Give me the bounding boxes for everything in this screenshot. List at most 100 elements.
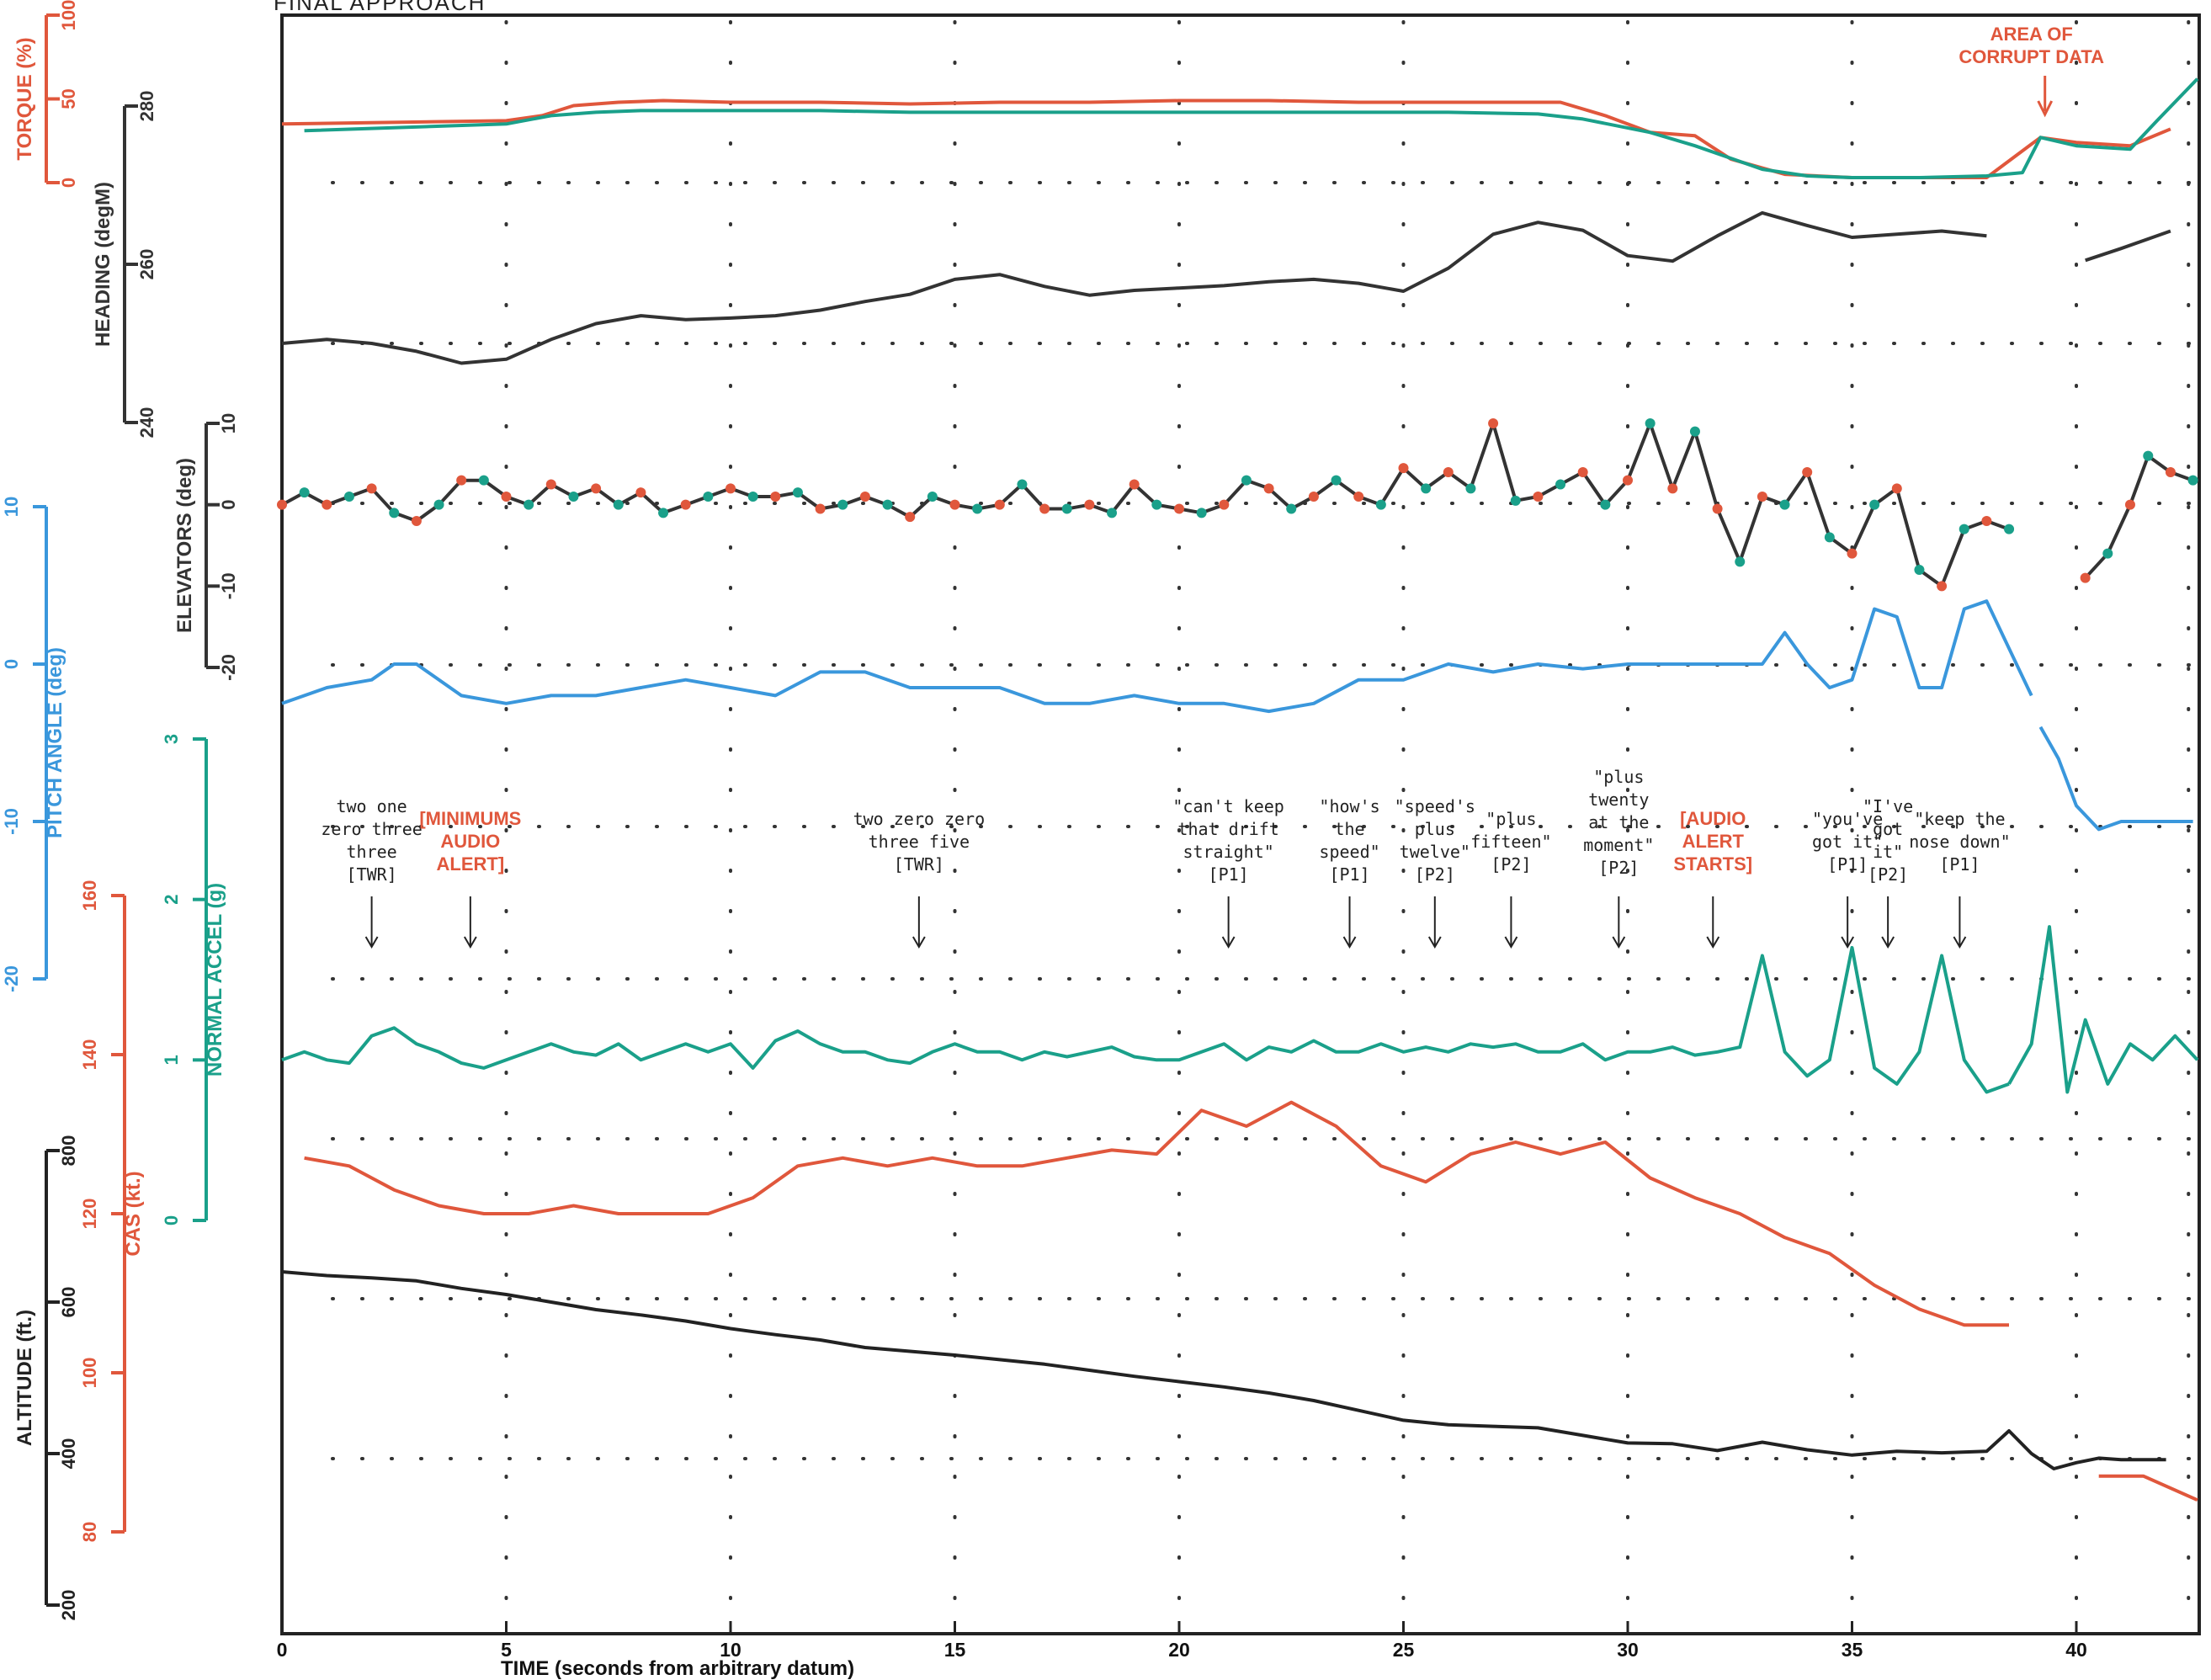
annotation-text: speed" xyxy=(1319,842,1379,862)
elevator-sample-point xyxy=(1331,475,1342,486)
elevator-sample-point xyxy=(545,479,556,490)
elevator-sample-point xyxy=(792,487,803,498)
elevator-sample-point xyxy=(1510,495,1521,506)
elevator-sample-point xyxy=(433,499,444,510)
elevator-sample-point xyxy=(1039,503,1050,514)
annotation-text: "keep the xyxy=(1914,809,2005,829)
elevators-tick-label: -10 xyxy=(218,572,239,599)
annotation-text: AREA OF xyxy=(1990,24,2073,45)
x-tick-label: 25 xyxy=(1393,1639,1415,1661)
elevator-sample-point xyxy=(1488,418,1499,428)
chart-title: FINAL APPROACH xyxy=(274,0,486,15)
annotation-text: three xyxy=(346,842,396,862)
elevator-sample-point xyxy=(837,499,848,510)
pitch-series-line xyxy=(281,599,2033,714)
elevator-sample-point xyxy=(905,512,916,523)
annotation-text: [P2] xyxy=(1868,864,1908,885)
cas-tick-label: 160 xyxy=(79,880,100,912)
x-tick-label: 15 xyxy=(944,1639,966,1661)
annotation-text: [MINIMUMS xyxy=(419,808,521,829)
elevator-sample-point xyxy=(1577,467,1588,477)
elevator-sample-point xyxy=(1196,508,1207,518)
elevator-sample-point xyxy=(2004,524,2015,534)
elevator-sample-point xyxy=(1353,492,1364,502)
annotation-text: [P2] xyxy=(1598,858,1639,878)
accel-tick-label: 0 xyxy=(161,1215,182,1225)
annotation-text: AUDIO xyxy=(440,831,500,852)
cas-tick-label: 100 xyxy=(79,1358,100,1389)
annotation-arrowhead xyxy=(912,936,926,949)
accel-tick-label: 2 xyxy=(161,895,182,905)
annotation-text: at the xyxy=(1588,812,1649,832)
elevator-sample-point xyxy=(725,483,736,494)
elevator-sample-point xyxy=(1174,503,1184,514)
elevator-sample-point xyxy=(299,487,310,498)
elevator-sample-point xyxy=(1398,463,1409,474)
annotation-text: straight" xyxy=(1183,842,1273,862)
annotation-text: moment" xyxy=(1583,835,1654,855)
heading-tick-label: 260 xyxy=(136,249,157,280)
annotation-text: twenty xyxy=(1588,789,1649,810)
x-tick-label: 20 xyxy=(1168,1639,1190,1661)
accel-series-line xyxy=(2007,925,2199,1094)
elevator-sample-point xyxy=(2187,475,2198,486)
elevator-sample-point xyxy=(927,492,938,502)
elevator-sample-point xyxy=(859,492,870,502)
elevators-tick-label: 10 xyxy=(218,413,239,433)
annotation-arrowhead xyxy=(1427,936,1442,949)
elevator-sample-point xyxy=(1847,548,1858,559)
annotation-arrowhead xyxy=(1612,936,1626,949)
altitude-tick-label: 400 xyxy=(58,1438,79,1470)
altitude-tick-label: 600 xyxy=(58,1287,79,1318)
x-axis-title: TIME (seconds from arbitrary datum) xyxy=(501,1657,854,1680)
annotation-text: two one xyxy=(336,796,407,816)
elevator-sample-point xyxy=(680,499,691,510)
annotation-text: got xyxy=(1873,819,1903,839)
elevator-sample-point xyxy=(747,492,758,502)
annotation-text: two zero zero xyxy=(853,809,986,829)
elevator-sample-point xyxy=(1421,483,1432,494)
torque-axis-title: TORQUE (%) xyxy=(13,37,36,160)
x-axis: 0 5 10 15 20 25 30 35 40 xyxy=(277,1621,2087,1661)
elevator-sample-point xyxy=(949,499,960,510)
elevator-sample-point xyxy=(1555,479,1566,490)
cas-series-line xyxy=(2098,1474,2198,1502)
cas-tick-label: 140 xyxy=(79,1039,100,1071)
annotation-text: [P1] xyxy=(1827,854,1868,875)
elevator-sample-point xyxy=(277,499,287,510)
elevator-sample-point xyxy=(1959,524,1969,534)
torque-tick-label: 50 xyxy=(58,88,79,109)
elevator-sample-point xyxy=(635,487,646,498)
annotation-arrowhead xyxy=(1221,936,1236,949)
elevator-sample-point xyxy=(882,499,893,510)
elevator-sample-point xyxy=(2165,467,2176,477)
annotation-arrowhead xyxy=(364,936,379,949)
torque-tick-label: 100 xyxy=(58,0,79,30)
cas-axis-title: CAS (kt.) xyxy=(122,1171,145,1256)
elevator-sample-point xyxy=(456,475,467,486)
annotation: "plus fifteen"[P2] xyxy=(1470,809,1552,949)
heading-axis-title: HEADING (degM) xyxy=(92,182,114,347)
annotation-arrowhead xyxy=(1841,936,1855,949)
elevator-sample-point xyxy=(568,492,579,502)
plot-frame xyxy=(280,13,2201,1635)
elevator-sample-point xyxy=(972,503,983,514)
elevator-sample-point xyxy=(1824,532,1835,543)
annotation-text: that drift xyxy=(1177,819,1278,839)
annotation-text: got it" xyxy=(1812,832,1883,852)
annotation-text: plus xyxy=(1415,819,1455,839)
annotation-text: fifteen" xyxy=(1470,832,1551,852)
annotation-arrowhead xyxy=(1881,936,1895,949)
annotation-text: "plus xyxy=(1486,809,1536,829)
elevator-sample-point xyxy=(1129,479,1140,490)
torque-series-line xyxy=(304,77,2199,179)
annotation-text: [TWR] xyxy=(894,854,944,875)
annotation-text: "how's xyxy=(1319,796,1379,816)
elevator-sample-point xyxy=(1151,499,1162,510)
annotation: two one zero three three[TWR] xyxy=(321,796,423,949)
elevator-sample-point xyxy=(1779,499,1790,510)
annotation-text: [P1] xyxy=(1209,864,1249,885)
pitch-tick-label: 0 xyxy=(1,659,22,669)
